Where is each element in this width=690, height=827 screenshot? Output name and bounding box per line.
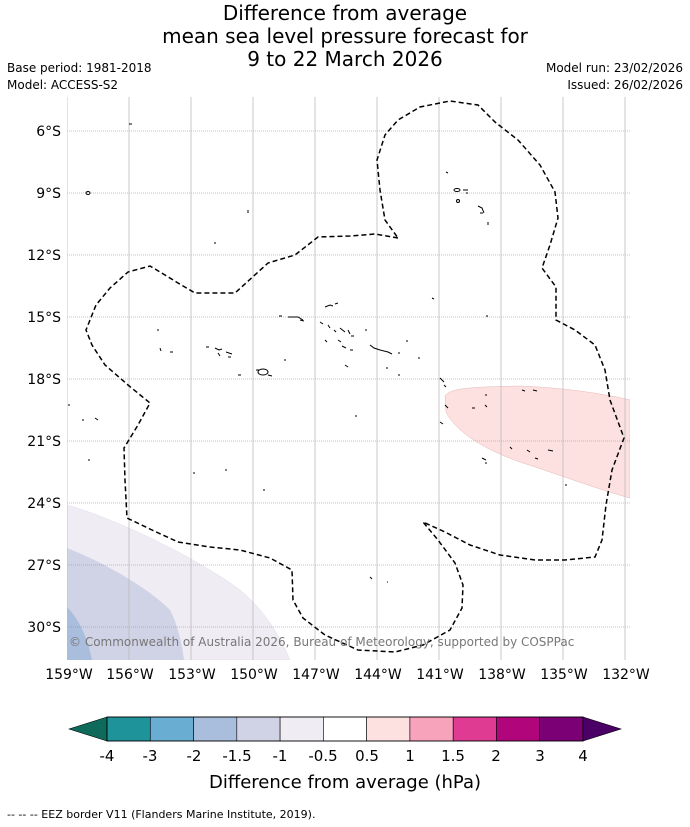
anomaly-region-plus-0-5	[444, 385, 630, 499]
map-area: © Commonwealth of Australia 2026, Bureau…	[67, 97, 630, 660]
lon-label-144w: 144°W	[354, 667, 402, 683]
anomaly-region-minus-1	[67, 548, 184, 660]
copyright-text: © Commonwealth of Australia 2026, Bureau…	[69, 635, 574, 649]
eez-border	[85, 100, 625, 653]
colorbar-bin	[366, 716, 411, 742]
colorbar-bin	[149, 716, 194, 742]
colorbar-tick: 3	[535, 747, 545, 765]
lat-label-18s: 18°S	[27, 372, 61, 388]
colorbar-tick: -3	[143, 747, 158, 765]
meta-right: Model run: 23/02/2026 Issued: 26/02/2026	[546, 60, 683, 94]
lon-label-141w: 141°W	[416, 667, 464, 683]
colorbar-tick: -1	[273, 747, 288, 765]
lon-labels: 159°W 156°W 153°W 150°W 147°W 144°W 141°…	[45, 667, 650, 683]
colorbar-tick: -2	[187, 747, 202, 765]
title-line-1: Difference from average	[222, 1, 468, 25]
colorbar-bin	[236, 716, 281, 742]
colorbar-label: Difference from average (hPa)	[209, 772, 481, 793]
colorbar-bin	[323, 716, 367, 742]
issued-date: Issued: 26/02/2026	[567, 78, 683, 92]
title-line-2: mean sea level pressure forecast for	[162, 24, 528, 48]
model-run: Model run: 23/02/2026	[545, 61, 683, 75]
lon-label-159w: 159°W	[45, 667, 93, 683]
lon-label-150w: 150°W	[230, 667, 278, 683]
colorbar-tick: -0.5	[308, 747, 337, 765]
colorbar-tick: 0.5	[355, 747, 379, 765]
eez-footnote: -- -- -- EEZ border V11 (Flanders Marine…	[7, 808, 316, 821]
lat-label-27s: 27°S	[27, 558, 61, 574]
base-period: Base period: 1981-2018	[7, 61, 152, 75]
colorbar-bin	[452, 716, 497, 742]
lon-gridlines	[67, 97, 626, 660]
colorbar-over-arrow	[582, 716, 622, 742]
lat-labels: 6°S 9°S 12°S 15°S 18°S 21°S 24°S 27°S 30…	[27, 124, 61, 636]
colorbar-under-arrow	[68, 716, 108, 742]
colorbar-tick: 1	[405, 747, 415, 765]
model-name: Model: ACCESS-S2	[7, 78, 119, 92]
colorbar-tick: -4	[100, 747, 115, 765]
meta-left: Base period: 1981-2018 Model: ACCESS-S2	[7, 60, 152, 94]
colorbar-bin	[496, 716, 541, 742]
lat-label-15s: 15°S	[27, 310, 61, 326]
colorbar-tick: 1.5	[441, 747, 465, 765]
colorbar-bin	[539, 716, 584, 742]
lat-label-24s: 24°S	[27, 496, 61, 512]
colorbar: -4 -3 -2 -1.5 -1 -0.5 0.5 1 1.5 2 3 4 Di…	[68, 716, 622, 793]
lon-label-132w: 132°W	[602, 667, 650, 683]
colorbar-bin	[106, 716, 151, 742]
lat-label-9s: 9°S	[36, 186, 61, 202]
lat-label-21s: 21°S	[27, 434, 61, 450]
lon-label-147w: 147°W	[292, 667, 340, 683]
lon-label-156w: 156°W	[106, 667, 154, 683]
colorbar-tick: 2	[491, 747, 501, 765]
lat-label-6s: 6°S	[36, 124, 61, 140]
lon-label-135w: 135°W	[540, 667, 588, 683]
colorbar-outline	[106, 716, 584, 742]
lat-label-12s: 12°S	[27, 248, 61, 264]
colorbar-bins	[106, 716, 584, 742]
colorbar-ticks: -4 -3 -2 -1.5 -1 -0.5 0.5 1 1.5 2 3 4	[100, 747, 588, 765]
colorbar-bin	[409, 716, 454, 742]
islands	[68, 123, 567, 583]
chart-title: Difference from average mean sea level p…	[0, 2, 690, 71]
colorbar-tick: -1.5	[222, 747, 251, 765]
colorbar-bin	[279, 716, 324, 742]
title-line-3: 9 to 22 March 2026	[247, 47, 443, 71]
lon-label-153w: 153°W	[168, 667, 216, 683]
colorbar-tick: 4	[578, 747, 588, 765]
colorbar-bin	[193, 716, 238, 742]
lat-label-30s: 30°S	[27, 620, 61, 636]
lon-label-138w: 138°W	[478, 667, 526, 683]
anomaly-region-minus-1-5	[67, 607, 92, 660]
